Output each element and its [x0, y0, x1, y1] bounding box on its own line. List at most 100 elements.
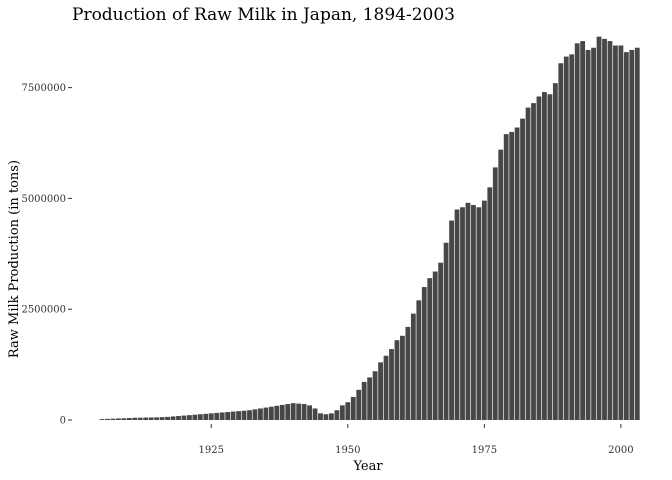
- bar-1929: [230, 411, 236, 420]
- bar-1984: [531, 103, 536, 421]
- bar-1943: [307, 405, 312, 421]
- bar-1959: [394, 340, 400, 420]
- bar-1912: [137, 417, 143, 420]
- x-tick-label: 1925: [199, 445, 224, 456]
- bar-1988: [552, 83, 558, 421]
- bar-1925: [208, 413, 214, 420]
- bar-1958: [389, 349, 394, 420]
- bar-1907: [110, 418, 116, 420]
- x-tick-label: 2000: [608, 445, 633, 456]
- bar-1908: [116, 418, 121, 420]
- bar-1916: [159, 417, 165, 420]
- bar-1930: [236, 411, 241, 420]
- bar-1974: [476, 207, 482, 420]
- bar-1983: [525, 107, 531, 420]
- bar-1999: [613, 45, 618, 420]
- bar-1913: [143, 417, 149, 420]
- bar-1927: [219, 412, 225, 420]
- x-axis-label: Year: [352, 459, 383, 474]
- bar-1991: [569, 54, 575, 421]
- bar-1923: [197, 414, 203, 420]
- bar-1935: [263, 407, 269, 420]
- bar-1967: [438, 262, 444, 420]
- bar-1939: [285, 404, 291, 420]
- bar-1921: [187, 415, 192, 421]
- bar-1947: [329, 413, 334, 420]
- bar-1960: [400, 335, 405, 420]
- bar-1996: [596, 36, 602, 421]
- bar-1993: [580, 41, 586, 420]
- bar-1932: [247, 410, 252, 420]
- y-tick-label: 2500000: [21, 305, 66, 316]
- bar-1954: [367, 377, 373, 420]
- bar-1934: [258, 408, 263, 420]
- bar-1971: [460, 207, 465, 420]
- bar-1956: [378, 362, 383, 420]
- y-tick-label: 5000000: [21, 194, 66, 205]
- bar-2000: [618, 45, 624, 420]
- bar-1975: [481, 200, 487, 421]
- bar-1986: [542, 92, 547, 421]
- bar-1937: [274, 405, 280, 420]
- bar-1918: [170, 416, 176, 420]
- y-tick-label: 0: [60, 416, 66, 427]
- bar-1940: [290, 403, 296, 420]
- bar-1981: [514, 127, 520, 420]
- bar-1953: [361, 381, 367, 420]
- bars-group: [99, 36, 640, 421]
- y-axis-ticks: 0 2500000 5000000 7500000: [21, 83, 72, 427]
- bar-2002: [629, 49, 635, 420]
- bar-2003: [634, 47, 640, 420]
- x-axis-ticks: 1925 1950 1975 2000: [199, 424, 634, 456]
- bar-1926: [214, 412, 220, 420]
- bar-1985: [536, 96, 542, 420]
- bar-1906: [105, 418, 110, 420]
- bar-1968: [443, 242, 449, 420]
- bar-1945: [318, 413, 323, 420]
- bar-1936: [268, 406, 274, 420]
- bar-1997: [602, 38, 607, 421]
- bar-1951: [350, 396, 356, 420]
- y-tick-label: 7500000: [21, 83, 66, 94]
- bar-1949: [339, 405, 345, 421]
- bar-1931: [241, 410, 247, 420]
- chart-title: Production of Raw Milk in Japan, 1894-20…: [72, 5, 455, 25]
- bar-1911: [132, 417, 138, 420]
- bar-1961: [405, 326, 411, 420]
- bar-1938: [279, 404, 285, 420]
- bar-1966: [432, 271, 438, 420]
- bar-1972: [465, 202, 471, 420]
- bar-2001: [623, 52, 629, 420]
- bar-1946: [323, 414, 329, 420]
- bar-1950: [345, 402, 351, 420]
- bar-1933: [252, 409, 258, 420]
- bar-1917: [165, 416, 170, 420]
- bar-1928: [225, 412, 231, 420]
- bar-1998: [607, 41, 613, 420]
- bar-1980: [509, 131, 515, 420]
- bar-1965: [427, 278, 433, 420]
- bar-1915: [154, 417, 160, 420]
- bar-1987: [547, 94, 553, 420]
- bar-1973: [471, 205, 476, 420]
- bar-1944: [312, 408, 318, 420]
- x-tick-label: 1950: [335, 445, 360, 456]
- bar-1919: [176, 416, 181, 420]
- bar-1982: [520, 118, 525, 420]
- bar-1992: [574, 43, 580, 421]
- bar-1989: [558, 63, 564, 421]
- bar-1994: [585, 49, 591, 420]
- bar-1990: [563, 56, 569, 421]
- bar-1941: [296, 403, 302, 420]
- bar-1910: [126, 418, 132, 420]
- bar-1970: [454, 209, 460, 420]
- bar-1978: [498, 149, 504, 420]
- bar-1948: [334, 410, 340, 420]
- bar-1957: [383, 355, 389, 420]
- bar-1905: [99, 419, 105, 420]
- bar-1942: [301, 404, 307, 420]
- bar-1969: [449, 220, 454, 420]
- bar-1976: [487, 187, 493, 420]
- x-tick-label: 1975: [472, 445, 497, 456]
